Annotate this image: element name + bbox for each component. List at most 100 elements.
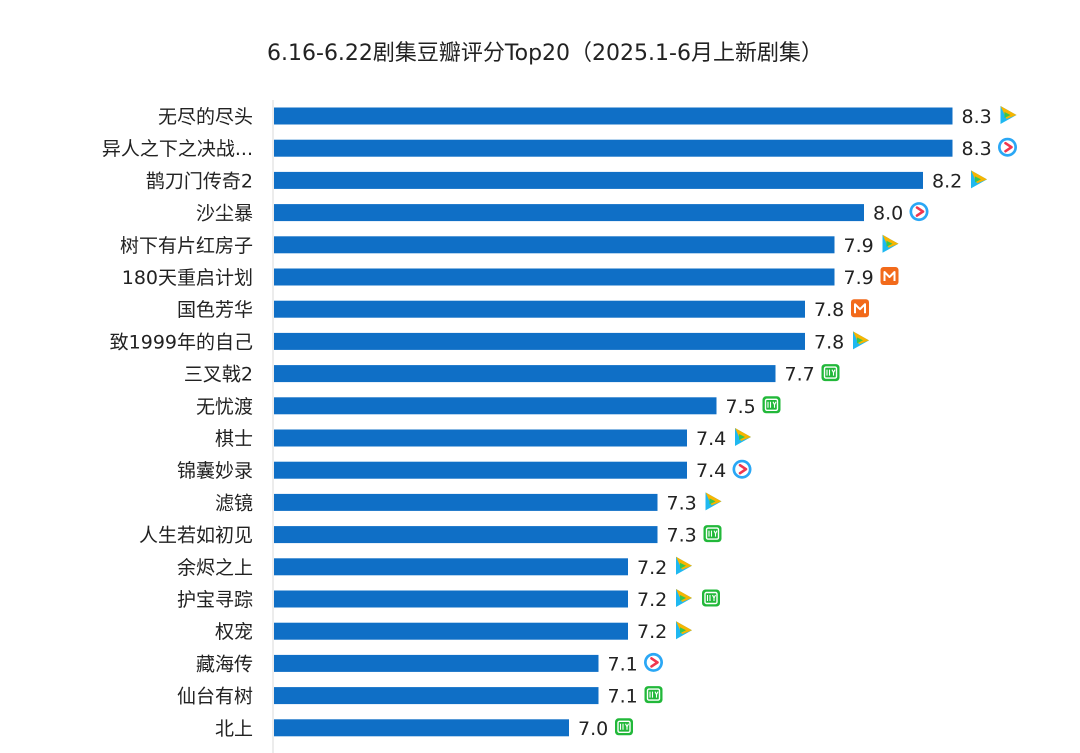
bar-row: 180天重启计划 7.9 xyxy=(122,267,874,289)
tencent-video-icon xyxy=(1000,106,1017,124)
iqiyi-icon xyxy=(821,364,840,382)
chart-title: 6.16-6.22剧集豆瓣评分Top20（2025.1-6月上新剧集） xyxy=(267,41,823,66)
tencent-video-icon xyxy=(882,234,899,253)
value-label: 7.3 xyxy=(667,492,697,514)
category-label: 人生若如初见 xyxy=(139,525,253,547)
value-label: 7.9 xyxy=(844,267,874,289)
bar xyxy=(274,397,717,415)
bar xyxy=(274,268,835,286)
bar-row: 致1999年的自己 7.8 xyxy=(110,331,845,353)
bar xyxy=(274,654,599,672)
category-label: 藏海传 xyxy=(196,653,253,675)
youku-icon xyxy=(909,202,929,222)
category-label: 鹊刀门传奇2 xyxy=(146,170,253,192)
bar xyxy=(274,332,805,350)
bar xyxy=(274,461,687,479)
bar xyxy=(274,429,687,447)
value-label: 7.1 xyxy=(608,653,638,675)
value-label: 7.8 xyxy=(814,331,844,353)
bar xyxy=(274,622,628,640)
bar xyxy=(274,300,805,318)
iqiyi-icon xyxy=(762,396,781,414)
iqiyi-icon xyxy=(644,686,663,704)
bar-row: 无尽的尽头 8.3 xyxy=(158,106,992,128)
category-label: 三叉戟2 xyxy=(184,364,253,386)
value-label: 8.0 xyxy=(873,203,903,225)
bar-row: 无忧渡 7.5 xyxy=(196,396,756,418)
category-label: 异人之下之决战... xyxy=(102,138,253,160)
category-label: 滤镜 xyxy=(215,492,253,514)
value-label: 7.2 xyxy=(637,621,667,643)
category-label: 北上 xyxy=(215,718,253,740)
bar-row: 棋士 7.4 xyxy=(215,428,726,450)
bar-row: 鹊刀门传奇2 8.2 xyxy=(146,170,962,192)
tencent-video-icon xyxy=(735,428,751,446)
bar-row: 藏海传 7.1 xyxy=(196,653,638,675)
bar xyxy=(274,107,953,125)
bar xyxy=(274,526,658,544)
youku-icon xyxy=(732,459,752,479)
bar-row: 护宝寻踪 7.2 xyxy=(177,589,667,611)
bar xyxy=(274,590,628,608)
category-label: 棋士 xyxy=(215,428,253,450)
value-label: 7.9 xyxy=(844,235,874,257)
tencent-video-icon xyxy=(971,170,987,189)
category-label: 沙尘暴 xyxy=(196,203,253,225)
bar xyxy=(274,365,776,383)
mango-tv-icon xyxy=(851,299,869,318)
bar-row: 北上 7.0 xyxy=(215,718,608,740)
category-label: 余烬之上 xyxy=(177,557,253,579)
category-label: 权宠 xyxy=(215,621,253,643)
category-label: 无忧渡 xyxy=(196,396,253,418)
category-label: 国色芳华 xyxy=(177,299,253,321)
bar xyxy=(274,204,864,222)
value-label: 7.4 xyxy=(696,428,726,450)
bar xyxy=(274,236,835,254)
mango-tv-icon xyxy=(880,267,899,285)
category-label: 锦囊妙录 xyxy=(177,460,253,482)
value-label: 7.5 xyxy=(726,396,756,418)
bar-row: 仙台有树 7.1 xyxy=(177,686,638,708)
bar-row: 滤镜 7.3 xyxy=(215,492,697,514)
bar-row: 权宠 7.2 xyxy=(215,621,667,643)
tencent-video-icon xyxy=(676,621,692,640)
bar-row: 人生若如初见 7.3 xyxy=(139,525,697,547)
bar-row: 余烬之上 7.2 xyxy=(177,557,667,579)
category-label: 无尽的尽头 xyxy=(158,106,253,128)
value-label: 7.2 xyxy=(637,589,667,611)
bar-row: 异人之下之决战... 8.3 xyxy=(102,138,992,160)
iqiyi-icon xyxy=(615,718,633,736)
bar xyxy=(274,171,923,189)
bar xyxy=(274,558,628,576)
value-label: 7.8 xyxy=(814,299,844,321)
bar xyxy=(274,687,599,705)
tencent-video-icon xyxy=(853,331,869,350)
iqiyi-icon xyxy=(703,525,722,543)
bar-row: 沙尘暴 8.0 xyxy=(196,203,903,225)
value-label: 8.3 xyxy=(962,138,992,160)
bar-row: 树下有片红房子 7.9 xyxy=(120,235,874,257)
youku-icon xyxy=(998,137,1017,157)
bar-row: 国色芳华 7.8 xyxy=(177,299,844,321)
category-label: 仙台有树 xyxy=(177,686,253,708)
value-label: 8.2 xyxy=(932,170,962,192)
value-label: 8.3 xyxy=(962,106,992,128)
value-label: 7.2 xyxy=(637,557,667,579)
category-label: 致1999年的自己 xyxy=(110,331,253,353)
value-label: 7.1 xyxy=(608,686,638,708)
value-label: 7.4 xyxy=(696,460,726,482)
youku-icon xyxy=(644,652,663,672)
bar xyxy=(274,139,953,157)
iqiyi-icon xyxy=(702,589,720,607)
bar-row: 锦囊妙录 7.4 xyxy=(177,460,726,482)
tencent-video-icon xyxy=(676,556,692,575)
category-label: 护宝寻踪 xyxy=(177,589,253,611)
value-label: 7.3 xyxy=(667,525,697,547)
tencent-video-icon xyxy=(676,589,692,607)
bar-row: 三叉戟2 7.7 xyxy=(184,364,815,386)
bar xyxy=(274,493,658,511)
tencent-video-icon xyxy=(705,492,722,511)
category-label: 树下有片红房子 xyxy=(120,235,253,257)
value-label: 7.7 xyxy=(785,364,815,386)
